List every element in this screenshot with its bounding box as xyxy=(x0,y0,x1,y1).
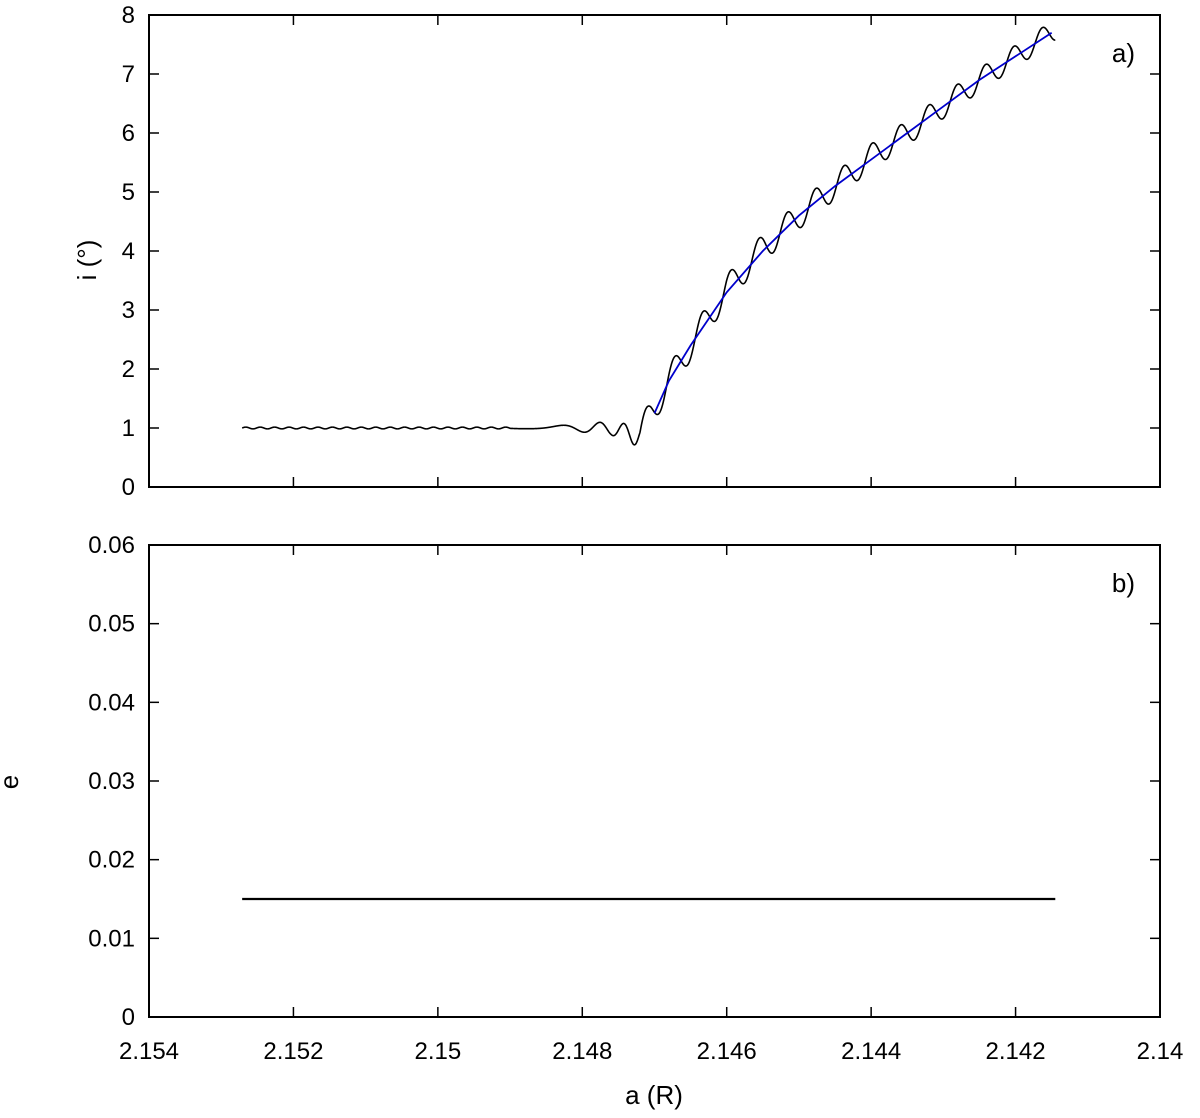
panel-b-y-axis-title: e xyxy=(0,775,24,789)
panel-b-ticks xyxy=(149,545,1160,1017)
panel-b-y-tick-label: 0 xyxy=(122,1004,135,1031)
panel-b-x-tick-label: 2.142 xyxy=(986,1038,1046,1065)
panel-a-series-line xyxy=(653,31,1053,414)
panel-a-y-tick-label: 2 xyxy=(122,356,135,383)
panel-b-frame xyxy=(148,544,1161,1018)
panel-a-y-tick-label: 7 xyxy=(122,61,135,88)
panel-b-x-tick-label: 2.148 xyxy=(552,1038,612,1065)
panel-a-series-line xyxy=(241,26,1056,446)
panel-b-x-tick-labels: 2.154 2.152 2.15 2.148 2.146 2.144 2.142 2.14 xyxy=(119,1038,1183,1065)
panel-a-y-tick-label: 6 xyxy=(122,120,135,147)
panel-b-eccentricity: 00.010.020.030.040.050.06 2.154 2.152 2.15… xyxy=(0,532,1183,1110)
panel-b-y-tick-label: 0.02 xyxy=(88,847,135,874)
panel-a-y-tick-label: 0 xyxy=(122,474,135,501)
panel-a-y-tick-label: 4 xyxy=(122,238,135,265)
panel-b-label: b) xyxy=(1112,568,1135,598)
panel-b-y-tick-label: 0.01 xyxy=(88,925,135,952)
panel-a-ticks xyxy=(149,15,1160,487)
panel-a-y-tick-label: 8 xyxy=(122,2,135,29)
panel-b-x-tick-label: 2.154 xyxy=(119,1038,179,1065)
panel-b-x-tick-label: 2.15 xyxy=(414,1038,461,1065)
panel-a-y-tick-label: 5 xyxy=(122,179,135,206)
panel-b-y-tick-label: 0.04 xyxy=(88,689,135,716)
panel-b-y-tick-labels: 0 0.01 0.02 0.03 0.04 0.05 0.06 xyxy=(88,532,135,1031)
panel-a-y-tick-labels: 0 1 2 3 4 5 6 7 8 xyxy=(122,2,135,501)
panel-b-x-tick-label: 2.152 xyxy=(263,1038,323,1065)
panel-a-frame xyxy=(148,14,1161,488)
panel-a-y-tick-label: 1 xyxy=(122,415,135,442)
panel-b-x-tick-label: 2.144 xyxy=(841,1038,901,1065)
panel-a-y-tick-label: 3 xyxy=(122,297,135,324)
panel-b-x-tick-label: 2.146 xyxy=(697,1038,757,1065)
panel-b-y-tick-label: 0.05 xyxy=(88,611,135,638)
panel-a-label: a) xyxy=(1112,38,1135,68)
panel-a-inclination: 0 1 2 3 4 5 6 7 8 i (°) a) xyxy=(72,2,1161,501)
panel-a-series xyxy=(241,26,1056,446)
panel-b-x-axis-title: a (R) xyxy=(625,1080,683,1110)
panel-a-y-axis-title: i (°) xyxy=(72,240,102,281)
panel-b-y-tick-label: 0.06 xyxy=(88,532,135,559)
panel-b-x-tick-label: 2.14 xyxy=(1137,1038,1184,1065)
panel-b-y-tick-label: 0.03 xyxy=(88,768,135,795)
